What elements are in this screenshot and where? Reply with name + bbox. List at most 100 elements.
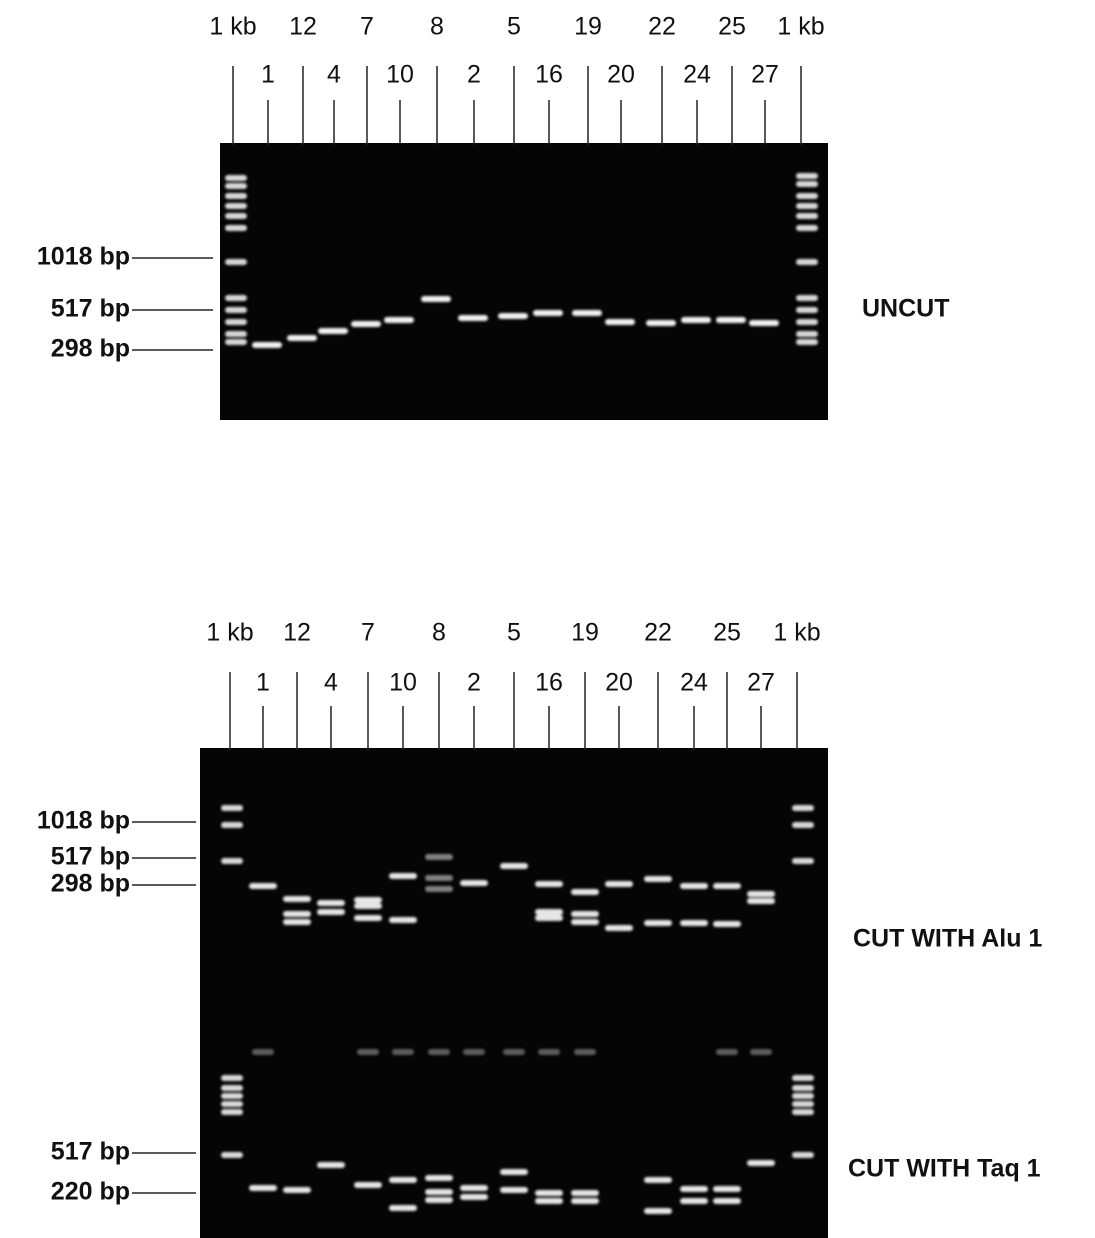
band [425, 1197, 453, 1203]
band [421, 296, 451, 302]
gel-cut [200, 748, 828, 1238]
size-marker: 1018 bp [37, 243, 130, 271]
band [680, 920, 708, 926]
band [792, 822, 814, 828]
band [425, 886, 453, 892]
band [713, 883, 741, 889]
lane-label: 10 [389, 669, 417, 697]
band [283, 919, 311, 925]
band [792, 1101, 814, 1107]
band [796, 295, 818, 301]
band [535, 1198, 563, 1204]
band [389, 1177, 417, 1183]
band [317, 1162, 345, 1168]
band [425, 854, 453, 860]
band [605, 319, 635, 325]
lane-label: 24 [680, 669, 708, 697]
size-marker: 517 bp [51, 295, 130, 323]
band [571, 1190, 599, 1196]
lane-label: 12 [283, 619, 311, 647]
band [796, 225, 818, 231]
lane-label: 27 [751, 61, 779, 89]
band [283, 1187, 311, 1193]
band [458, 315, 488, 321]
band [796, 213, 818, 219]
lane-label: 1 [256, 669, 270, 697]
band [221, 1109, 243, 1115]
band [283, 896, 311, 902]
band [535, 915, 563, 921]
lane-label: 19 [571, 619, 599, 647]
band [225, 213, 247, 219]
band [796, 319, 818, 325]
band [317, 909, 345, 915]
size-marker: 298 bp [51, 870, 130, 898]
band [221, 822, 243, 828]
band [225, 193, 247, 199]
band [796, 173, 818, 179]
band [792, 1152, 814, 1158]
band [389, 873, 417, 879]
band [747, 898, 775, 904]
lane-label: 1 kb [773, 619, 820, 647]
band [571, 911, 599, 917]
lane-label: 27 [747, 669, 775, 697]
band [425, 875, 453, 881]
size-marker: 298 bp [51, 335, 130, 363]
lane-label: 2 [467, 61, 481, 89]
band [605, 881, 633, 887]
band [535, 881, 563, 887]
band [605, 925, 633, 931]
band [796, 259, 818, 265]
band [428, 1049, 450, 1055]
band [646, 320, 676, 326]
condition-label: CUT WITH Taq 1 [848, 1155, 1041, 1183]
band [796, 203, 818, 209]
band [680, 1186, 708, 1192]
band [716, 317, 746, 323]
band [225, 339, 247, 345]
band [796, 331, 818, 337]
lane-label: 10 [386, 61, 414, 89]
band [571, 1198, 599, 1204]
lane-label: 1 [261, 61, 275, 89]
band [252, 342, 282, 348]
band [574, 1049, 596, 1055]
band [796, 181, 818, 187]
band [792, 1093, 814, 1099]
band [644, 1177, 672, 1183]
lane-label: 4 [324, 669, 338, 697]
lane-label: 25 [718, 13, 746, 41]
band [221, 1085, 243, 1091]
size-marker: 1018 bp [37, 807, 130, 835]
band [221, 1093, 243, 1099]
band [792, 1109, 814, 1115]
band [225, 225, 247, 231]
band [287, 335, 317, 341]
lane-label: 1 kb [209, 13, 256, 41]
band [680, 1198, 708, 1204]
lane-label: 20 [607, 61, 635, 89]
band [713, 921, 741, 927]
band [460, 1185, 488, 1191]
lane-label: 2 [467, 669, 481, 697]
band [392, 1049, 414, 1055]
lane-label: 12 [289, 13, 317, 41]
band [225, 203, 247, 209]
band [225, 295, 247, 301]
band [538, 1049, 560, 1055]
band [750, 1049, 772, 1055]
lane-label: 19 [574, 13, 602, 41]
band [535, 909, 563, 915]
band [249, 1185, 277, 1191]
band [747, 891, 775, 897]
band [796, 193, 818, 199]
size-marker: 517 bp [51, 1138, 130, 1166]
size-marker: 517 bp [51, 843, 130, 871]
condition-label: UNCUT [862, 295, 950, 323]
size-marker: 220 bp [51, 1178, 130, 1206]
lane-label: 16 [535, 61, 563, 89]
band [225, 259, 247, 265]
band [680, 883, 708, 889]
band [221, 858, 243, 864]
